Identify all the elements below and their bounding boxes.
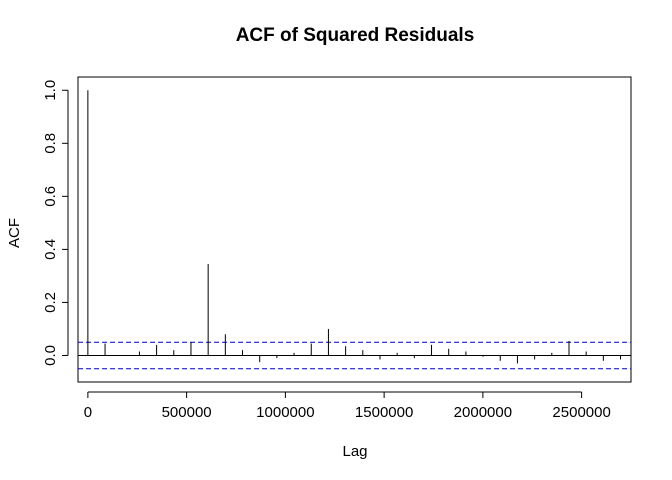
- y-tick-label-2: 0.4: [42, 239, 59, 260]
- y-tick-label-3: 0.6: [42, 186, 59, 207]
- y-tick-label-5: 1.0: [42, 80, 59, 101]
- y-tick-label-1: 0.2: [42, 292, 59, 313]
- x-axis: 0 500000 1000000 1500000 2000000 2500000: [84, 391, 611, 421]
- x-tick-label-0: 0: [84, 404, 92, 421]
- plot-border: [77, 76, 632, 383]
- x-tick-label-5: 2500000: [552, 404, 610, 421]
- confidence-bounds: [78, 341, 631, 370]
- y-tick-label-0: 0.0: [42, 345, 59, 366]
- y-axis: 0.0 0.2 0.4 0.6 0.8 1.0: [42, 80, 69, 366]
- x-axis-label: Lag: [342, 443, 367, 460]
- y-axis-label: ACF: [6, 218, 23, 248]
- y-tick-label-4: 0.8: [42, 133, 59, 154]
- acf-stems: [87, 90, 622, 364]
- x-tick-label-3: 1500000: [355, 404, 413, 421]
- x-tick-label-2: 1000000: [256, 404, 314, 421]
- plot-area: [77, 76, 632, 383]
- x-tick-label-1: 500000: [162, 404, 212, 421]
- x-tick-label-4: 2000000: [454, 404, 512, 421]
- chart-title: ACF of Squared Residuals: [236, 25, 475, 46]
